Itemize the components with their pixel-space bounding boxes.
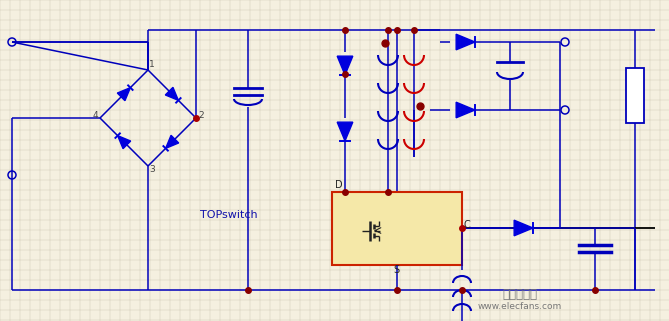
Text: C: C bbox=[464, 221, 471, 230]
Text: D: D bbox=[335, 180, 343, 190]
Polygon shape bbox=[456, 34, 475, 50]
Text: 4: 4 bbox=[92, 111, 98, 120]
Text: www.elecfans.com: www.elecfans.com bbox=[478, 302, 562, 311]
Polygon shape bbox=[118, 136, 130, 149]
Text: 电子发烧友: 电子发烧友 bbox=[502, 288, 537, 301]
Bar bbox=[626, 68, 644, 123]
Text: 3: 3 bbox=[149, 165, 155, 174]
Polygon shape bbox=[166, 135, 179, 148]
Polygon shape bbox=[456, 102, 475, 118]
Polygon shape bbox=[117, 88, 130, 101]
Text: TOPswitch: TOPswitch bbox=[200, 210, 258, 220]
Bar bbox=[332, 192, 462, 265]
Polygon shape bbox=[514, 220, 533, 236]
Polygon shape bbox=[165, 87, 179, 100]
Text: 1: 1 bbox=[149, 60, 155, 69]
Polygon shape bbox=[337, 56, 353, 75]
Polygon shape bbox=[337, 122, 353, 141]
Text: S: S bbox=[393, 265, 399, 275]
Text: 2: 2 bbox=[198, 111, 203, 120]
